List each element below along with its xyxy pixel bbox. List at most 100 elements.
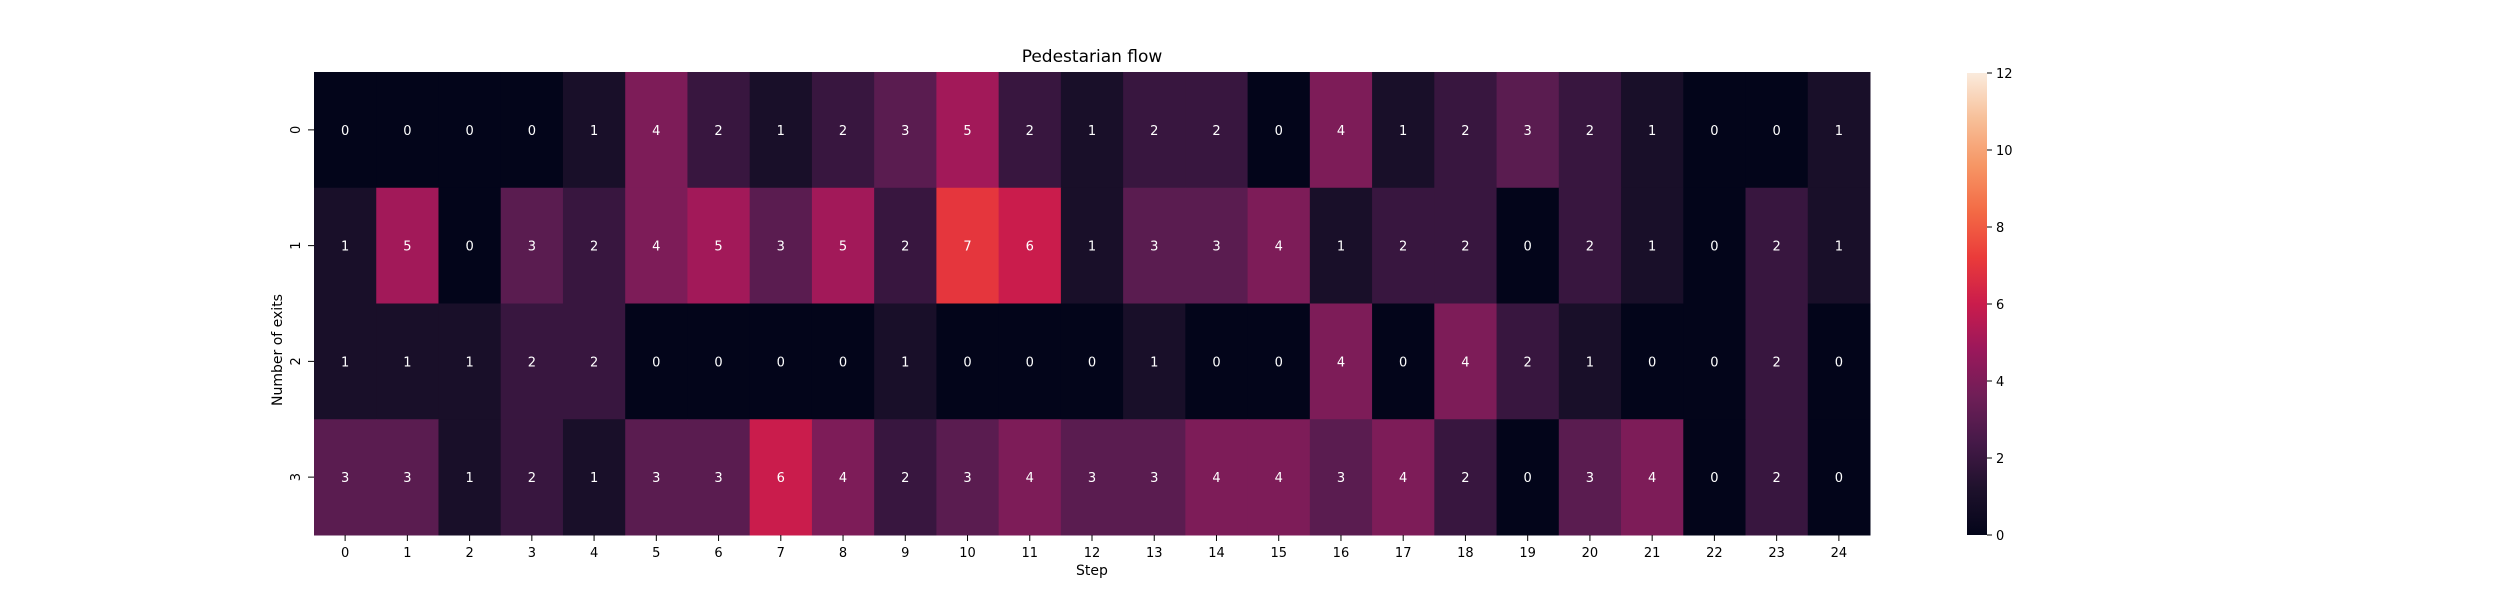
cell-value-label: 6: [777, 471, 785, 486]
heatmap-cell: [438, 303, 502, 420]
heatmap-cell: [811, 72, 875, 189]
heatmap-cell: [376, 303, 439, 420]
heatmap-cell: [1683, 187, 1747, 304]
cell-value-label: 1: [465, 471, 473, 486]
heatmap-cell: [314, 187, 377, 304]
cell-value-label: 1: [1586, 355, 1594, 370]
x-tick-label: 5: [652, 546, 660, 561]
heatmap-cell: [1745, 303, 1809, 420]
heatmap-cell: [998, 72, 1062, 189]
heatmap-cell: [749, 72, 813, 189]
x-tick-label: 0: [341, 546, 349, 561]
cell-value-label: 0: [1524, 240, 1532, 255]
cell-value-label: 1: [1088, 240, 1096, 255]
heatmap-cell: [1558, 419, 1622, 536]
colorbar-tick-label: 2: [1996, 452, 2004, 467]
colorbar-tick-label: 10: [1996, 144, 2013, 159]
heatmap-cell: [1372, 303, 1435, 420]
cell-value-label: 3: [403, 471, 411, 486]
heatmap-cell: [314, 303, 377, 420]
cell-value-label: 4: [1461, 355, 1469, 370]
heatmap-cell: [438, 419, 502, 536]
heatmap-cell: [562, 187, 626, 304]
x-tick-label: 3: [528, 546, 536, 561]
cell-value-label: 2: [590, 355, 598, 370]
heatmap-cell: [1247, 303, 1311, 420]
heatmap-cell: [500, 72, 564, 189]
colorbar-tick-label: 6: [1996, 298, 2004, 313]
colorbar-scale: [1967, 73, 1987, 535]
heatmap-cell: [1309, 419, 1373, 536]
cell-value-label: 4: [1275, 240, 1283, 255]
cell-value-label: 1: [341, 355, 349, 370]
cell-value-label: 0: [1212, 355, 1220, 370]
cell-value-label: 0: [1772, 124, 1780, 139]
cell-value-label: 0: [1275, 355, 1283, 370]
cell-value-label: 3: [714, 471, 722, 486]
cell-value-label: 0: [1648, 355, 1656, 370]
cell-value-label: 7: [963, 240, 971, 255]
cell-value-label: 3: [901, 124, 909, 139]
colorbar-tick-label: 12: [1996, 67, 2013, 82]
cell-value-label: 2: [1772, 355, 1780, 370]
cell-value-label: 0: [839, 355, 847, 370]
cell-value-label: 4: [1337, 355, 1345, 370]
cell-value-label: 0: [777, 355, 785, 370]
heatmap-cell: [1247, 419, 1311, 536]
cell-value-label: 0: [1275, 124, 1283, 139]
cell-value-label: 3: [963, 471, 971, 486]
heatmap-cell: [1496, 419, 1560, 536]
heatmap-cell-labels: 0 0 0 0 1 4 2 1 2 3 5 2 1 2 2 0 4 1 2 3 2 1 0 0 1 1 5 0 3 2 4 5 3 5 2 7 6 1 3 3…: [341, 124, 1843, 486]
cell-value-label: 0: [465, 124, 473, 139]
cell-value-label: 4: [839, 471, 847, 486]
heatmap-cell: [1309, 303, 1373, 420]
cell-value-label: 3: [652, 471, 660, 486]
heatmap-cell: [1434, 72, 1498, 189]
cell-value-label: 5: [714, 240, 722, 255]
heatmap-cell: [1621, 419, 1684, 536]
cell-value-label: 2: [714, 124, 722, 139]
cell-value-label: 2: [1461, 124, 1469, 139]
cell-value-label: 2: [528, 355, 536, 370]
y-tick-label: 3: [289, 473, 304, 481]
heatmap-cell: [749, 303, 813, 420]
cell-value-label: 2: [1212, 124, 1220, 139]
x-tick-label: 7: [777, 546, 785, 561]
cell-value-label: 5: [403, 240, 411, 255]
x-tick-label: 24: [1831, 546, 1848, 561]
cell-value-label: 0: [1710, 240, 1718, 255]
heatmap-cell: [811, 187, 875, 304]
heatmap-cell: [936, 303, 1000, 420]
x-tick-label: 23: [1768, 546, 1785, 561]
cell-value-label: 1: [341, 240, 349, 255]
heatmap-cell: [1434, 419, 1498, 536]
heatmap-cell: [1745, 72, 1809, 189]
y-tick-label: 2: [289, 357, 304, 365]
heatmap-cell: [1123, 419, 1186, 536]
heatmap-cell: [500, 419, 564, 536]
heatmap-cell: [562, 419, 626, 536]
heatmap-cell: [1185, 72, 1249, 189]
heatmap-cell: [1683, 303, 1747, 420]
cell-value-label: 4: [652, 240, 660, 255]
heatmap-cell: [500, 187, 564, 304]
x-tick-label: 22: [1706, 546, 1723, 561]
cell-value-label: 1: [590, 124, 598, 139]
x-tick-label: 17: [1395, 546, 1412, 561]
cell-value-label: 4: [1648, 471, 1656, 486]
x-tick-label: 1: [403, 546, 411, 561]
cell-value-label: 0: [1710, 124, 1718, 139]
cell-value-label: 2: [528, 471, 536, 486]
heatmap-cell: [998, 187, 1062, 304]
cell-value-label: 0: [1399, 355, 1407, 370]
x-tick-label: 18: [1457, 546, 1474, 561]
x-tick-label: 2: [465, 546, 473, 561]
heatmap-cell: [687, 419, 751, 536]
heatmap-cell: [1060, 187, 1124, 304]
x-axis-label: Step: [1076, 563, 1108, 579]
heatmap-cell: [625, 187, 688, 304]
x-axis: 0 1 2 3 4 5 6 7 8 9 10 11 12 13 14 15 16 17 18 19 20 21 22 23 24: [341, 535, 1847, 561]
heatmap-cell: [1372, 419, 1435, 536]
x-tick-label: 6: [714, 546, 722, 561]
